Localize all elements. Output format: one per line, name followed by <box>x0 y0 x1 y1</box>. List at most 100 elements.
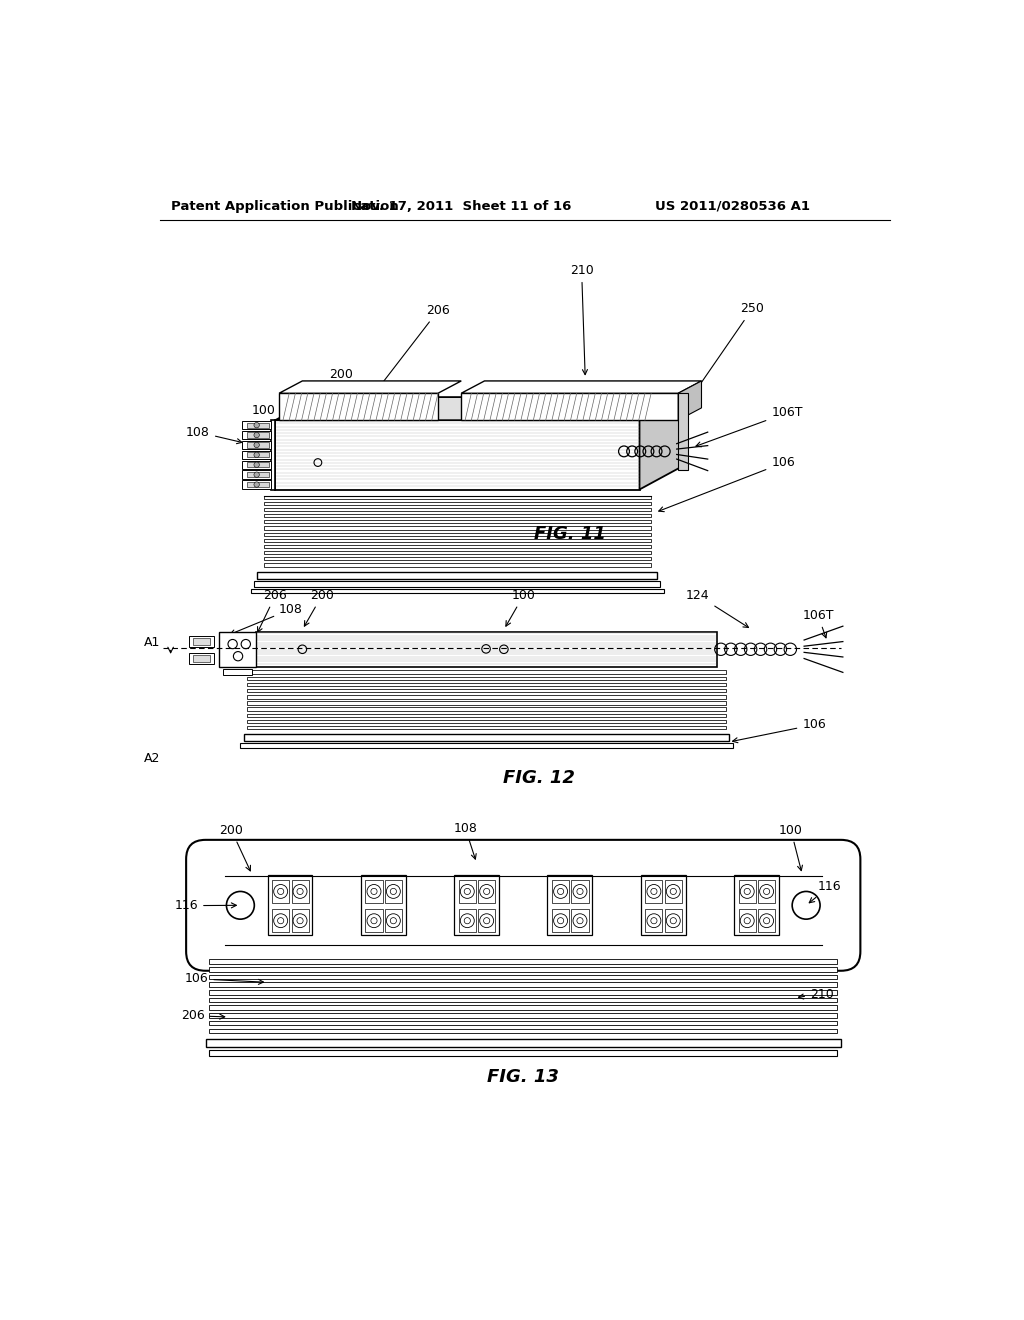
Bar <box>248 453 269 458</box>
Circle shape <box>254 462 259 467</box>
Bar <box>209 1014 838 1018</box>
Bar <box>248 482 269 487</box>
Text: 108: 108 <box>230 603 303 635</box>
Bar <box>366 909 383 932</box>
Bar <box>478 909 496 932</box>
Bar <box>247 726 726 730</box>
Polygon shape <box>263 502 651 506</box>
Bar <box>360 875 406 936</box>
Bar <box>209 1028 838 1034</box>
Polygon shape <box>678 393 688 470</box>
Text: 206: 206 <box>258 589 288 632</box>
Polygon shape <box>263 533 651 536</box>
Text: 200: 200 <box>330 368 353 440</box>
Bar <box>366 880 383 903</box>
Bar <box>219 632 256 667</box>
Text: 108: 108 <box>186 425 242 444</box>
Bar <box>245 734 729 741</box>
Bar <box>645 880 663 903</box>
Bar <box>209 966 838 972</box>
Polygon shape <box>275 397 682 420</box>
Text: 116: 116 <box>174 899 237 912</box>
Bar <box>665 909 682 932</box>
Bar <box>209 960 838 964</box>
Bar <box>272 909 289 932</box>
Bar <box>292 880 308 903</box>
Polygon shape <box>263 539 651 543</box>
Text: Nov. 17, 2011  Sheet 11 of 16: Nov. 17, 2011 Sheet 11 of 16 <box>351 199 571 213</box>
Bar <box>242 430 271 440</box>
Text: 106T: 106T <box>802 609 834 638</box>
Bar <box>552 909 569 932</box>
Polygon shape <box>263 552 651 554</box>
Text: FIG. 12: FIG. 12 <box>503 770 574 787</box>
Bar <box>247 671 726 675</box>
Bar <box>267 875 312 936</box>
Circle shape <box>254 422 259 428</box>
Text: 116: 116 <box>809 880 842 903</box>
Text: 106: 106 <box>658 457 795 512</box>
Polygon shape <box>263 496 651 499</box>
Polygon shape <box>263 545 651 548</box>
Bar <box>247 719 726 723</box>
Text: 106: 106 <box>732 718 826 743</box>
Bar <box>248 473 269 478</box>
Bar <box>209 990 838 995</box>
Polygon shape <box>280 393 438 420</box>
Text: 200: 200 <box>219 824 251 871</box>
Polygon shape <box>254 581 660 586</box>
Bar <box>209 998 838 1002</box>
Bar <box>248 422 269 428</box>
Bar <box>194 638 210 645</box>
Bar <box>247 696 726 698</box>
Bar <box>242 441 271 449</box>
Circle shape <box>254 433 259 438</box>
Text: 100: 100 <box>779 824 803 871</box>
Bar <box>209 982 838 987</box>
Bar <box>209 1020 838 1026</box>
Circle shape <box>254 453 259 458</box>
Bar <box>758 909 775 932</box>
Bar <box>248 462 269 467</box>
Bar <box>241 743 732 748</box>
Text: 206: 206 <box>180 1010 224 1022</box>
Polygon shape <box>271 420 275 490</box>
Polygon shape <box>263 515 651 517</box>
Bar <box>738 880 756 903</box>
Bar <box>242 461 271 469</box>
Bar <box>256 632 717 667</box>
Bar <box>385 880 401 903</box>
Bar <box>206 1039 841 1047</box>
Text: 106: 106 <box>184 973 263 985</box>
Text: A2: A2 <box>144 751 161 764</box>
Bar <box>242 480 271 488</box>
Bar <box>248 433 269 438</box>
Polygon shape <box>263 508 651 511</box>
Bar <box>571 909 589 932</box>
Bar <box>758 880 775 903</box>
Bar <box>242 450 271 459</box>
Polygon shape <box>263 520 651 524</box>
Bar <box>247 689 726 693</box>
Polygon shape <box>263 564 651 566</box>
Bar <box>247 682 726 686</box>
Text: 100: 100 <box>506 589 536 626</box>
Bar <box>641 875 686 936</box>
Circle shape <box>254 473 259 478</box>
Polygon shape <box>263 527 651 529</box>
Bar <box>247 701 726 705</box>
Polygon shape <box>461 381 701 393</box>
Text: US 2011/0280536 A1: US 2011/0280536 A1 <box>655 199 810 213</box>
Polygon shape <box>263 557 651 560</box>
Bar <box>548 875 592 936</box>
Circle shape <box>254 482 259 487</box>
Bar <box>734 875 779 936</box>
Circle shape <box>254 442 259 447</box>
Bar <box>248 442 269 447</box>
Text: 210: 210 <box>569 264 594 375</box>
Bar <box>292 909 308 932</box>
Bar <box>247 714 726 717</box>
Text: Patent Application Publication: Patent Application Publication <box>171 199 398 213</box>
Bar <box>459 909 476 932</box>
Polygon shape <box>461 393 678 420</box>
